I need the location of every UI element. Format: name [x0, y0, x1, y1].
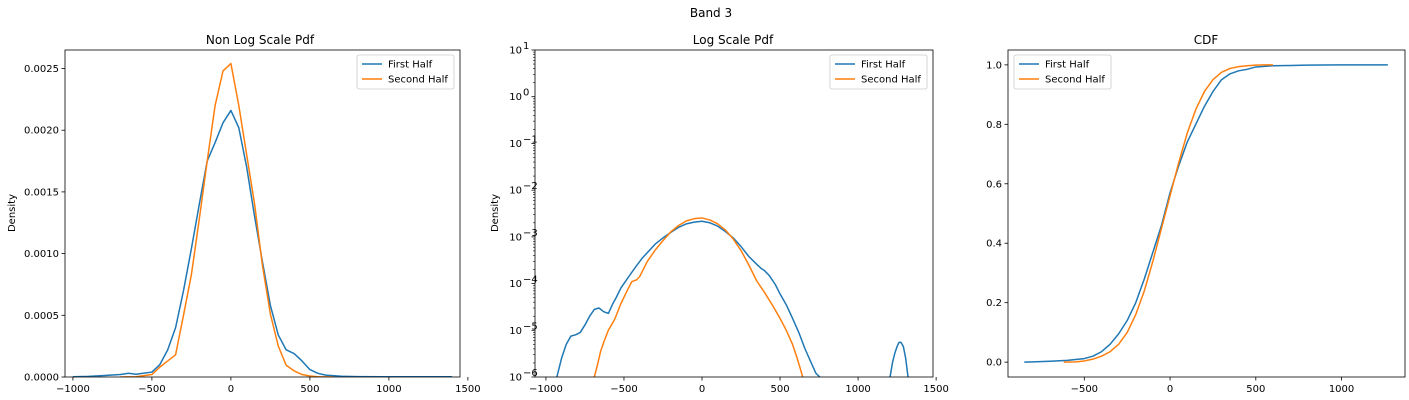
legend-label: First Half [388, 60, 433, 71]
y-tick-exponent: 1 [523, 41, 529, 52]
series-line-first-half [72, 109, 453, 377]
panel-non-log-pdf: Non Log Scale Pdf Density −1000 −500 0 500 1… [7, 33, 481, 395]
x-tick-label: 1000 [376, 384, 401, 395]
series-group [72, 62, 453, 377]
x-tick-label: 500 [770, 384, 789, 395]
y-tick-label: 10 [509, 46, 522, 57]
y-tick-exponent: −6 [523, 368, 538, 379]
y-tick-label: 0.0015 [24, 187, 59, 198]
legend-label: Second Half [1045, 75, 1105, 86]
y-tick-label: 10 [509, 232, 522, 243]
legend-label: First Half [1045, 60, 1090, 71]
y-tick-exponent: −3 [523, 228, 538, 239]
y-tick-exponent: −1 [523, 134, 538, 145]
y-axis-label: Density [490, 194, 501, 232]
panel-title: CDF [1194, 33, 1219, 47]
x-tick-label: −1000 [56, 384, 90, 395]
y-tick-label: 0.0005 [24, 311, 59, 322]
y-tick-label: 10 [509, 373, 522, 384]
panel-cdf: CDF −500 0 500 1000 0.0 0.2 0.4 0.6 0.8 1.0 First … [986, 33, 1406, 395]
series-group [556, 217, 909, 377]
series-line-second-half [1063, 64, 1273, 363]
x-tick-label: 0 [228, 384, 234, 395]
y-tick-label: 0.0 [986, 358, 1002, 369]
series-line-second-half [593, 217, 804, 377]
x-tick-label: −500 [1071, 384, 1098, 395]
panel-title: Log Scale Pdf [693, 33, 774, 47]
y-axis-label: Density [7, 194, 18, 232]
x-tick-label: 500 [1246, 384, 1265, 395]
y-tick-label: 0.6 [986, 179, 1002, 190]
panel-title: Non Log Scale Pdf [206, 33, 315, 47]
legend-label: First Half [861, 60, 906, 71]
legend: First Half Second Half [829, 54, 928, 90]
y-tick-label: 0.0020 [24, 126, 59, 137]
x-tick-label: 0 [1167, 384, 1173, 395]
y-tick-label: 10 [509, 186, 522, 197]
y-tick-exponent: 0 [523, 88, 529, 99]
x-tick-label: 1500 [455, 384, 480, 395]
x-tick-label: −500 [610, 384, 637, 395]
x-tick-label: 500 [300, 384, 319, 395]
axes-frame [534, 49, 934, 378]
series-line-second-half [120, 62, 334, 377]
axes-frame [1007, 49, 1406, 378]
x-tick-label: −1000 [529, 384, 563, 395]
series-group [1024, 64, 1388, 363]
y-tick-label: 0.0000 [24, 373, 59, 384]
series-line-first-half [556, 220, 821, 377]
x-tick-label: 1000 [1329, 384, 1354, 395]
legend: First Half Second Half [1013, 54, 1112, 90]
y-tick-label: 0.4 [986, 239, 1002, 250]
axes-frame [64, 49, 461, 378]
y-tick-label: 10 [509, 92, 522, 103]
y-tick-label: 10 [509, 279, 522, 290]
y-tick-label: 10 [509, 139, 522, 150]
y-tick-label: 0.0025 [24, 64, 59, 75]
figure-suptitle: Band 3 [690, 6, 732, 20]
y-tick-exponent: −2 [523, 181, 538, 192]
x-tick-label: 1000 [845, 384, 870, 395]
x-tick-label: 0 [699, 384, 705, 395]
series-line-first-half [889, 341, 909, 377]
series-line-first-half [1024, 64, 1388, 363]
y-tick-exponent: −4 [523, 275, 538, 286]
legend: First Half Second Half [356, 54, 455, 90]
y-tick-exponent: −5 [523, 321, 538, 332]
y-tick-label: 0.2 [986, 298, 1002, 309]
legend-label: Second Half [861, 75, 921, 86]
y-tick-label: 0.0010 [24, 249, 59, 260]
panel-log-pdf: Log Scale Pdf Density −1000 −500 0 500 1000 1… [490, 33, 949, 395]
y-tick-label: 10 [509, 326, 522, 337]
y-tick-label: 0.8 [986, 120, 1002, 131]
x-tick-label: −500 [138, 384, 165, 395]
x-tick-label: 1500 [923, 384, 948, 395]
legend-label: Second Half [388, 75, 448, 86]
y-tick-label: 1.0 [986, 60, 1002, 71]
